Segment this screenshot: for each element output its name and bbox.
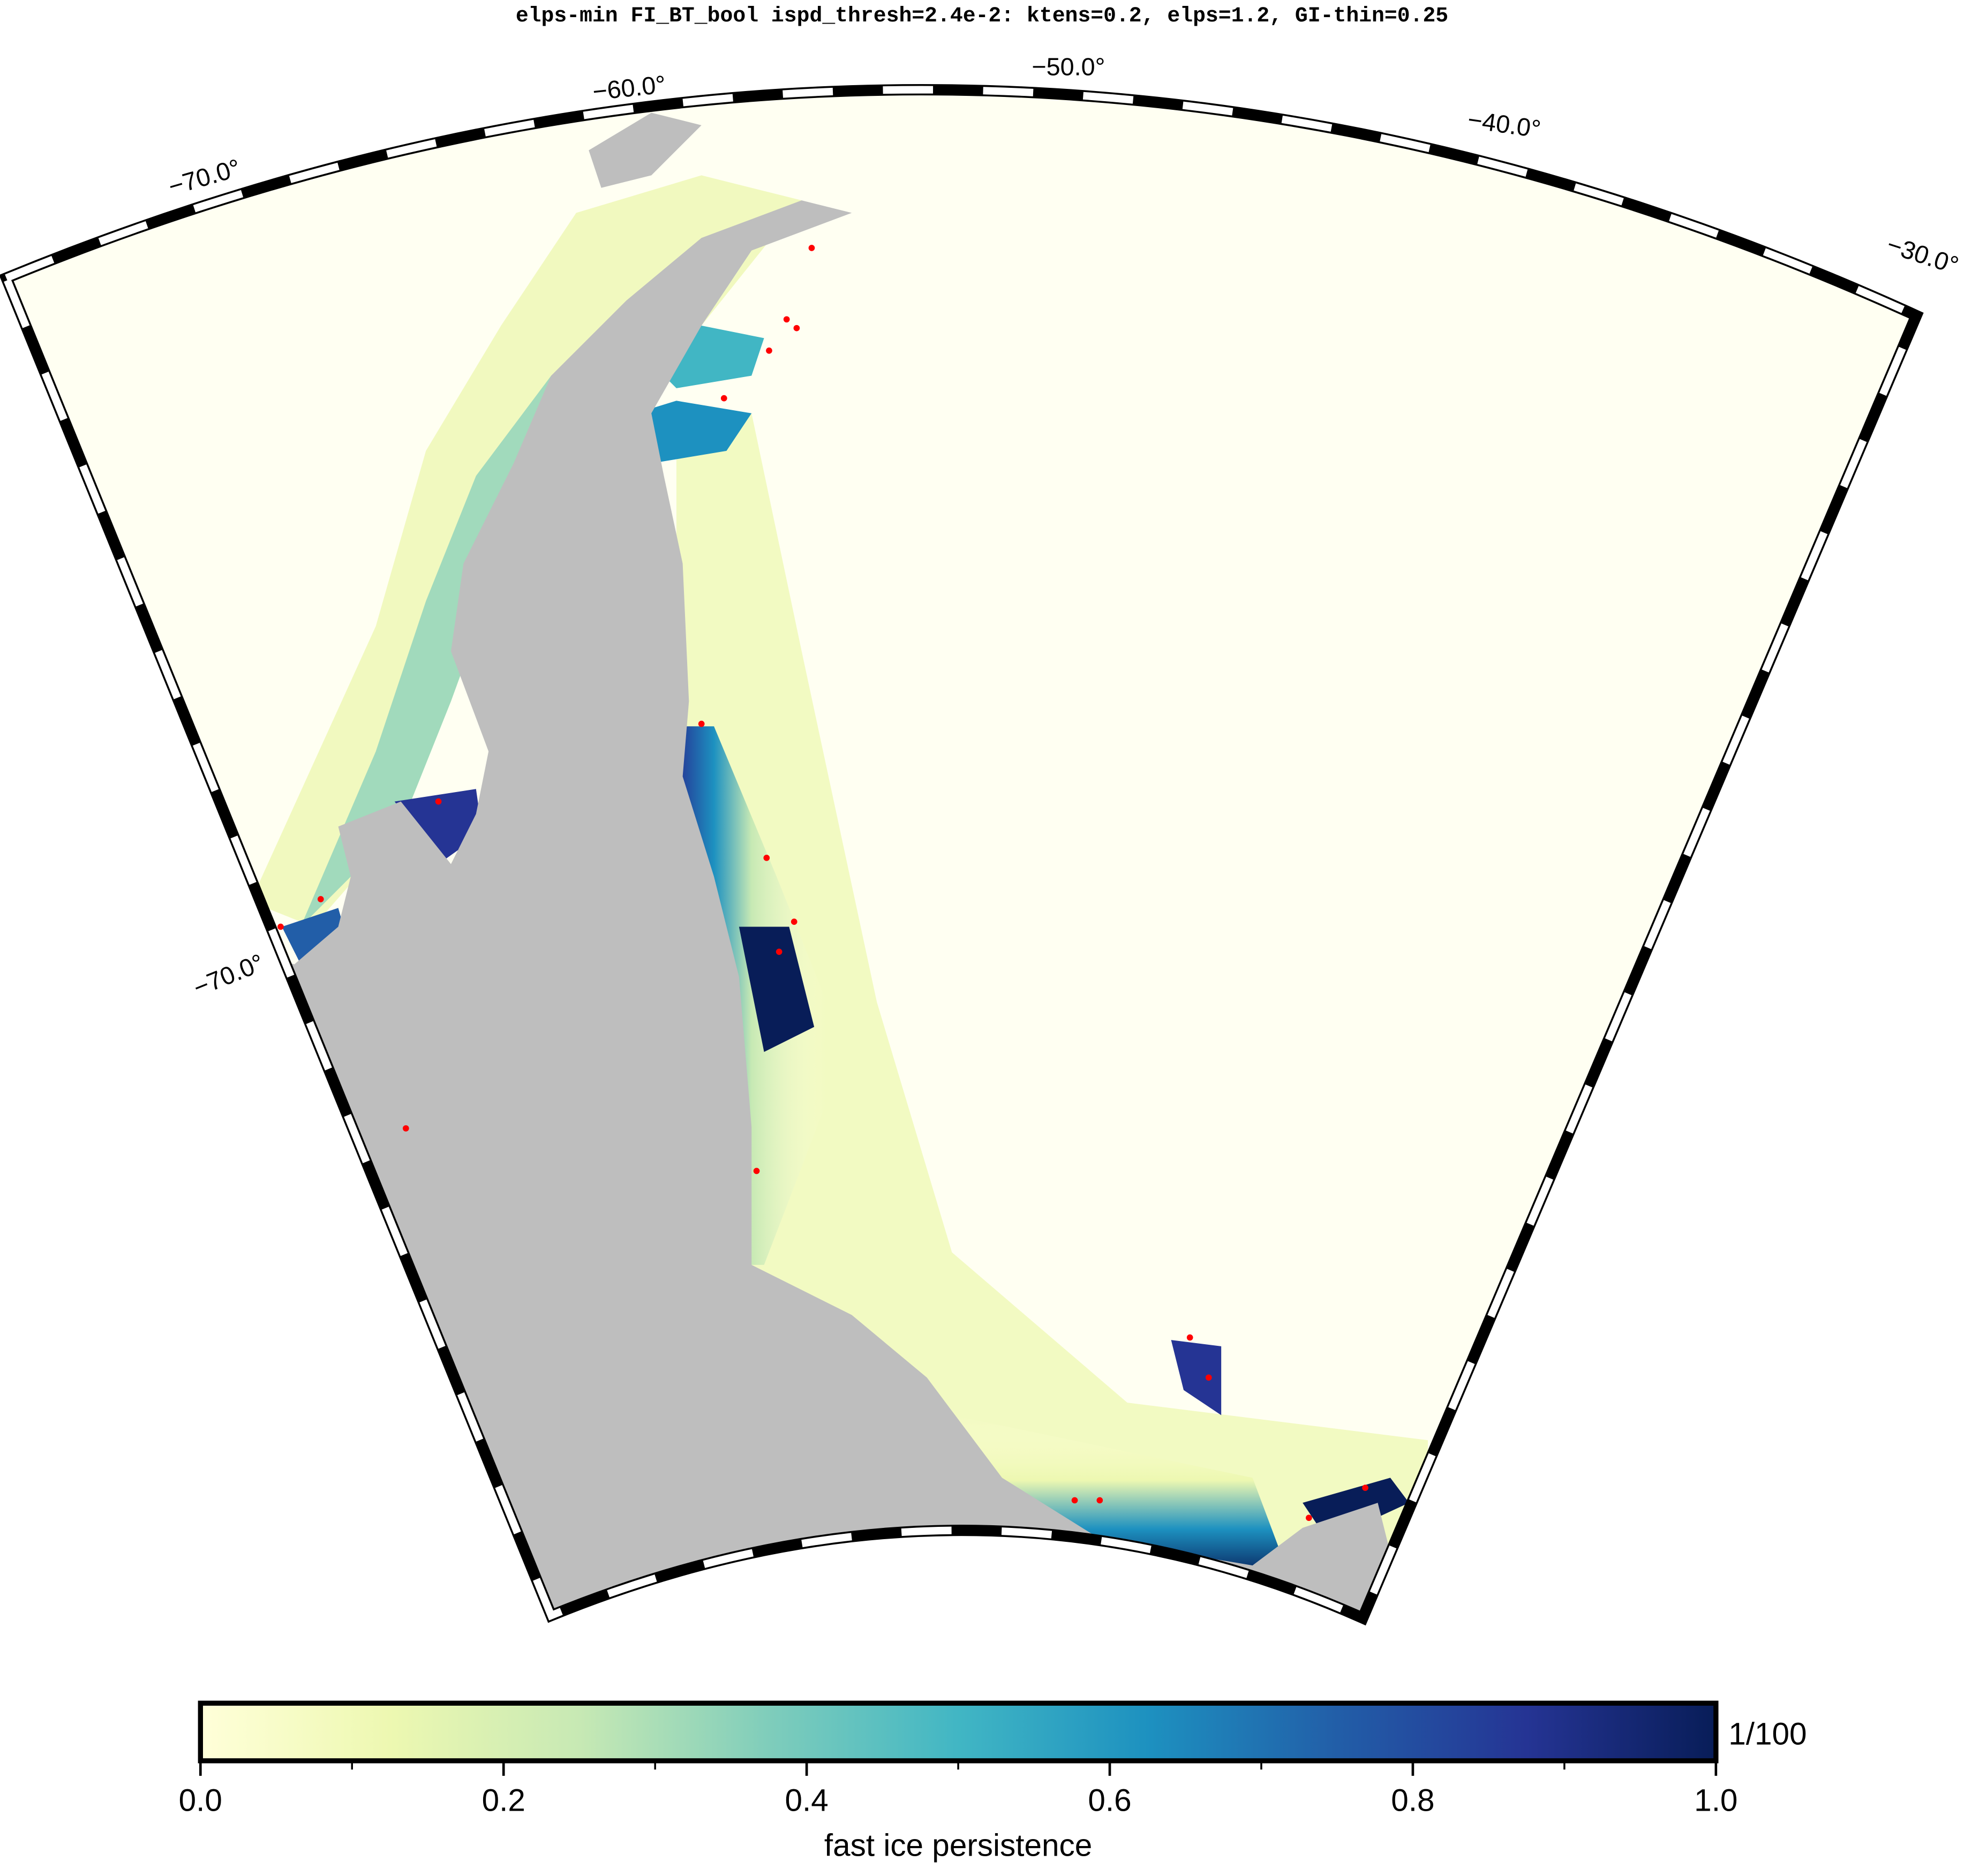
colorbar-tick-label: 0.4 (785, 1783, 828, 1818)
land (250, 200, 1390, 1618)
colorbar-tick-label: 0.0 (179, 1783, 222, 1818)
longitude-label: −30.0° (1884, 230, 1962, 280)
longitude-label: −40.0° (1466, 106, 1542, 144)
colorbar-unit: 1/100 (1728, 1716, 1807, 1751)
fast-ice-zone (739, 926, 815, 1052)
fast-ice-zone (676, 413, 1428, 1618)
colorbar-tick-label: 0.8 (1391, 1783, 1434, 1818)
colorbar-tick-label: 1.0 (1694, 1783, 1737, 1818)
latitude-label: −70.0° (190, 948, 268, 1002)
colorbar-tick-label: 0.6 (1088, 1783, 1131, 1818)
grounded-icebergs (277, 245, 1368, 1521)
fast-ice-zone (300, 250, 752, 927)
fast-ice-zone (1171, 1340, 1222, 1415)
map-frame (0, 84, 1924, 1626)
longitude-label: −50.0° (1032, 52, 1105, 80)
colorbar-ramp (198, 1700, 1719, 1764)
colorbar-tick-label: 0.2 (482, 1783, 525, 1818)
map-title: elps-min FI_BT_bool ispd_thresh=2.4e-2: … (516, 4, 1448, 28)
land (589, 112, 702, 188)
colorbar: 1/100 fast ice persistence 0.0 0.2 0.4 0.6 0… (179, 1700, 1807, 1863)
colorbar-label: fast ice persistence (824, 1828, 1092, 1863)
